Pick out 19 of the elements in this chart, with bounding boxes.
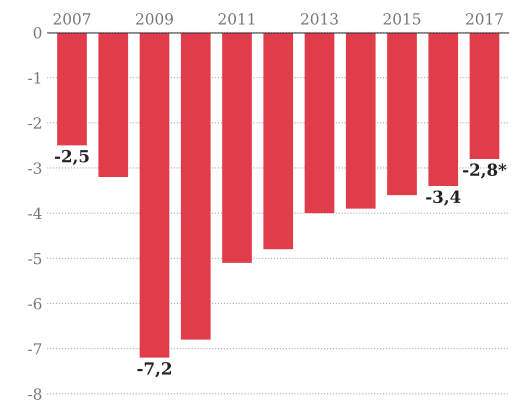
y-tick-label: -8	[28, 388, 42, 400]
data-label: -3,4	[426, 190, 461, 206]
data-label: -7,2	[137, 362, 171, 378]
x-tick-label: 2015	[384, 13, 420, 25]
y-tick-label: 0	[34, 26, 42, 38]
x-tick-label: 2007	[54, 13, 90, 25]
y-tick-label: -1	[28, 72, 40, 84]
x-tick-label: 2017	[466, 13, 503, 25]
y-tick-label: -5	[28, 252, 42, 264]
y-tick-label: -2	[28, 117, 41, 129]
y-tick-label: -3	[28, 162, 42, 174]
data-label: -2,8*	[463, 163, 506, 179]
x-tick-label: 2013	[301, 13, 338, 25]
y-tick-label: -6	[28, 298, 42, 310]
y-tick-label: -7	[28, 343, 42, 354]
data-label: -2,5	[54, 150, 89, 165]
x-tick-label: 2011	[218, 13, 254, 25]
x-tick-label: 2009	[136, 13, 173, 25]
y-tick-label: -4	[28, 208, 42, 219]
